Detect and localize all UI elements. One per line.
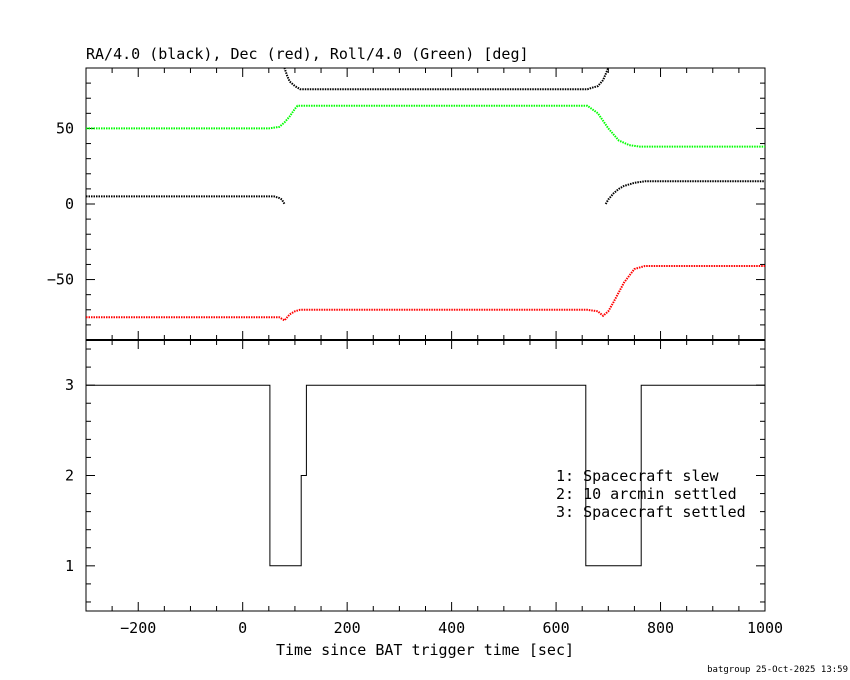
attitude-series-line-2	[604, 180, 765, 205]
x-axis-label: Time since BAT trigger time [sec]	[276, 641, 574, 659]
chart-title: RA/4.0 (black), Dec (red), Roll/4.0 (Gre…	[86, 45, 529, 63]
attitude-y-tick-label: 50	[56, 119, 74, 137]
status-y-tick-label: 2	[65, 467, 74, 485]
attitude-series-line-1	[283, 68, 610, 91]
x-tick-label: 0	[238, 619, 247, 637]
x-tick-label: 1000	[747, 619, 783, 637]
status-y-tick-label: 3	[65, 376, 74, 394]
attitude-series-line-0	[86, 195, 286, 205]
attitude-frame	[85, 67, 766, 341]
legend-entry-3: 3: Spacecraft settled	[556, 503, 746, 521]
status-series-line-0	[86, 384, 765, 567]
x-tick-label: 600	[543, 619, 570, 637]
x-tick-label: −200	[120, 619, 156, 637]
status-y-tick-label: 1	[65, 557, 74, 575]
attitude-series-line-4	[86, 265, 765, 322]
legend-entry-2: 2: 10 arcmin settled	[556, 485, 737, 503]
attitude-panel: 50 0 −50	[47, 67, 766, 341]
x-tick-label: 400	[438, 619, 465, 637]
settle-status-panel: 3 2 1 −200 0 200 400 600 800 1000	[65, 339, 783, 637]
attitude-y-tick-label: 0	[65, 195, 74, 213]
x-tick-label: 800	[647, 619, 674, 637]
legend-entry-1: 1: Spacecraft slew	[556, 467, 720, 485]
x-tick-label: 200	[334, 619, 361, 637]
attitude-series-line-3	[86, 104, 765, 148]
footer-credit: batgroup 25-Oct-2025 13:59	[707, 665, 848, 675]
attitude-y-tick-label: −50	[47, 271, 74, 289]
